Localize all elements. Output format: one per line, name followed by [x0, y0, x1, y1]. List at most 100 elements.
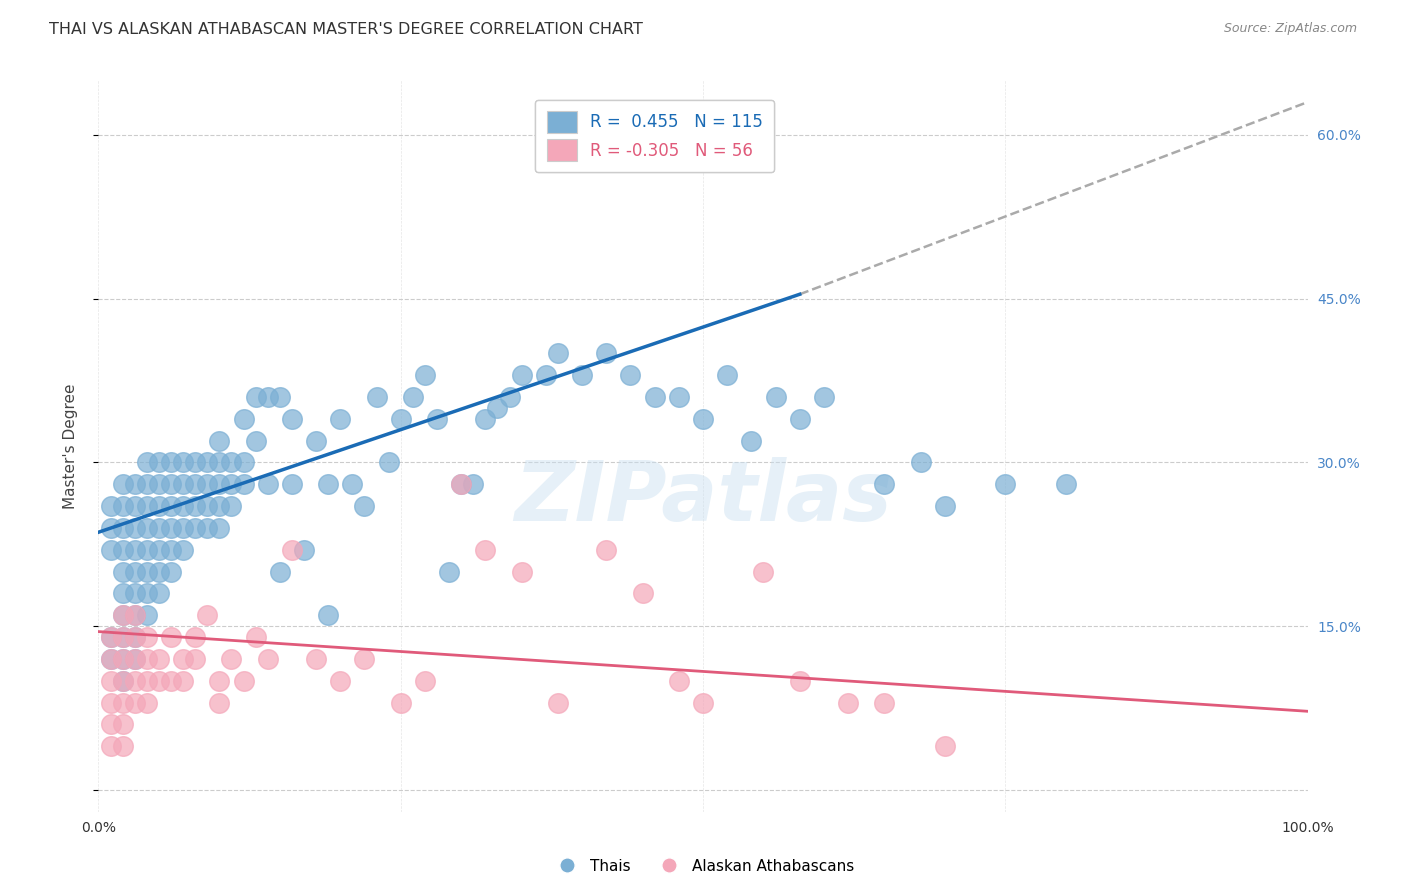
Point	[692, 696, 714, 710]
Point	[208, 477, 231, 491]
Point	[148, 521, 170, 535]
Point	[221, 455, 243, 469]
Point	[547, 696, 569, 710]
Point	[100, 630, 122, 644]
Text: THAI VS ALASKAN ATHABASCAN MASTER'S DEGREE CORRELATION CHART: THAI VS ALASKAN ATHABASCAN MASTER'S DEGR…	[49, 22, 643, 37]
Point	[124, 652, 146, 666]
Point	[256, 652, 278, 666]
Point	[474, 542, 496, 557]
Point	[111, 586, 134, 600]
Point	[716, 368, 738, 382]
Text: Source: ZipAtlas.com: Source: ZipAtlas.com	[1223, 22, 1357, 36]
Point	[474, 411, 496, 425]
Point	[873, 696, 896, 710]
Point	[269, 390, 291, 404]
Point	[498, 390, 520, 404]
Point	[184, 521, 207, 535]
Point	[305, 434, 328, 448]
Point	[135, 477, 157, 491]
Point	[160, 542, 183, 557]
Point	[124, 608, 146, 623]
Point	[160, 630, 183, 644]
Point	[934, 499, 956, 513]
Point	[172, 455, 194, 469]
Text: ZIPatlas: ZIPatlas	[515, 457, 891, 538]
Legend: R =  0.455   N = 115, R = -0.305   N = 56: R = 0.455 N = 115, R = -0.305 N = 56	[534, 100, 775, 172]
Point	[135, 455, 157, 469]
Point	[256, 390, 278, 404]
Point	[160, 499, 183, 513]
Point	[437, 565, 460, 579]
Point	[135, 521, 157, 535]
Point	[837, 696, 859, 710]
Point	[232, 477, 254, 491]
Point	[789, 673, 811, 688]
Point	[221, 652, 243, 666]
Point	[100, 696, 122, 710]
Point	[208, 434, 231, 448]
Point	[135, 696, 157, 710]
Point	[148, 477, 170, 491]
Point	[389, 696, 412, 710]
Point	[450, 477, 472, 491]
Point	[208, 673, 231, 688]
Point	[124, 673, 146, 688]
Legend: Thais, Alaskan Athabascans: Thais, Alaskan Athabascans	[546, 853, 860, 880]
Point	[100, 499, 122, 513]
Point	[111, 673, 134, 688]
Point	[281, 542, 304, 557]
Point	[353, 499, 375, 513]
Point	[172, 652, 194, 666]
Point	[124, 499, 146, 513]
Point	[111, 630, 134, 644]
Point	[413, 368, 436, 382]
Point	[124, 565, 146, 579]
Point	[195, 455, 218, 469]
Point	[789, 411, 811, 425]
Point	[195, 608, 218, 623]
Point	[111, 565, 134, 579]
Point	[595, 346, 617, 360]
Point	[111, 521, 134, 535]
Point	[389, 411, 412, 425]
Point	[571, 368, 593, 382]
Point	[534, 368, 557, 382]
Point	[160, 477, 183, 491]
Point	[111, 696, 134, 710]
Point	[172, 542, 194, 557]
Point	[184, 499, 207, 513]
Point	[232, 411, 254, 425]
Point	[245, 434, 267, 448]
Point	[111, 652, 134, 666]
Point	[184, 652, 207, 666]
Point	[148, 652, 170, 666]
Point	[135, 630, 157, 644]
Point	[195, 499, 218, 513]
Point	[316, 477, 339, 491]
Point	[160, 673, 183, 688]
Point	[510, 565, 533, 579]
Point	[873, 477, 896, 491]
Point	[910, 455, 932, 469]
Point	[135, 499, 157, 513]
Point	[100, 542, 122, 557]
Point	[111, 630, 134, 644]
Point	[668, 390, 690, 404]
Point	[510, 368, 533, 382]
Point	[1054, 477, 1077, 491]
Point	[486, 401, 509, 415]
Point	[100, 652, 122, 666]
Point	[631, 586, 654, 600]
Point	[366, 390, 388, 404]
Point	[111, 608, 134, 623]
Point	[692, 411, 714, 425]
Point	[316, 608, 339, 623]
Point	[148, 499, 170, 513]
Point	[184, 455, 207, 469]
Point	[994, 477, 1017, 491]
Point	[232, 455, 254, 469]
Point	[135, 586, 157, 600]
Point	[124, 696, 146, 710]
Point	[172, 521, 194, 535]
Point	[148, 673, 170, 688]
